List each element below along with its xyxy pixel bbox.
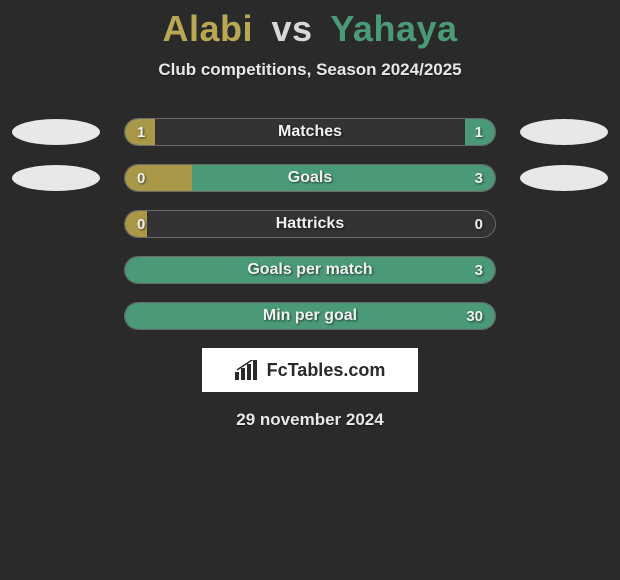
brand-text: FcTables.com [267,360,386,381]
vs-text: vs [272,8,313,49]
stat-row: Hattricks0 0 [12,210,608,238]
right-oval [520,165,608,191]
stat-label: Matches [125,119,495,145]
right-value: 1 [475,119,483,145]
right-value: 0 [475,211,483,237]
stat-label: Goals [125,165,495,191]
stat-bar: Hattricks0 0 [124,210,496,238]
date-text: 29 november 2024 [0,410,620,430]
stat-bar: Goals0 3 [124,164,496,192]
stat-label: Hattricks [125,211,495,237]
stat-row: Matches1 1 [12,118,608,146]
stat-row: Goals0 3 [12,164,608,192]
right-value: 3 [475,165,483,191]
player1-name: Alabi [162,8,253,49]
stat-row: Goals per match3 [12,256,608,284]
brand-logo[interactable]: FcTables.com [202,348,418,392]
left-value: 0 [137,165,145,191]
stat-row: Min per goal30 [12,302,608,330]
stat-label: Goals per match [125,257,495,283]
stat-bar: Min per goal30 [124,302,496,330]
left-value: 1 [137,119,145,145]
right-value: 30 [466,303,483,329]
left-oval [12,165,100,191]
comparison-title: Alabi vs Yahaya [0,0,620,50]
right-value: 3 [475,257,483,283]
right-oval [520,119,608,145]
stats-area: Matches11Goals03Hattricks00Goals per mat… [0,118,620,330]
stat-bar: Matches1 1 [124,118,496,146]
stat-bar: Goals per match3 [124,256,496,284]
left-oval [12,119,100,145]
player2-name: Yahaya [330,8,457,49]
stat-label: Min per goal [125,303,495,329]
chart-icon [235,360,261,380]
left-value: 0 [137,211,145,237]
subtitle: Club competitions, Season 2024/2025 [0,60,620,80]
